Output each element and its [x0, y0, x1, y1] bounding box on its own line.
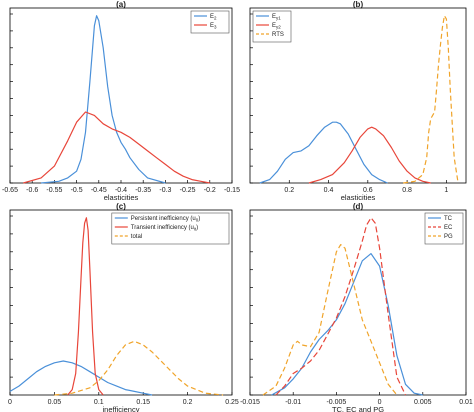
legend-entry: E2: [210, 14, 217, 21]
series-line-ec: [275, 217, 407, 396]
x-tick-label: 0: [8, 399, 12, 406]
legend-entry: RTS: [272, 32, 284, 38]
x-tick-label: -0.015: [240, 399, 260, 406]
series-line-persistentinefficiencyu0: [9, 360, 153, 396]
x-tick-label: 0.2: [183, 399, 193, 406]
x-tick-label: 0.4: [324, 187, 334, 194]
series-line-transientinefficiencyuit: [67, 217, 104, 396]
x-tick-label: -0.15: [224, 187, 240, 194]
legend-entry: PG: [444, 234, 453, 240]
legend-entry: Ey1: [272, 14, 281, 21]
plot-frame: [9, 209, 233, 396]
series-line-ey2: [308, 126, 431, 184]
x-tick-label: -0.01: [285, 399, 301, 406]
x-axis-label: elasticities: [341, 193, 376, 202]
x-tick-label: -0.55: [46, 187, 62, 194]
legend-entry: TC: [444, 216, 453, 222]
legend: TC EC PG: [424, 212, 464, 245]
legend-entry: EC: [444, 225, 453, 231]
x-axis-label: inefficiency: [103, 405, 140, 412]
panel-c: (c) 0 0.05 0.1 0.15 0.2 0.25 inefficiency Persis…: [8, 202, 239, 412]
panel-b: (b) 0.2 0.4 0.6 0.8 1 elasticities Ey1 Ey2 RTS: [249, 0, 467, 202]
x-tick-label: 0.05: [48, 399, 62, 406]
x-tick-label: 0.8: [402, 187, 412, 194]
x-tick-label: 0.15: [136, 399, 150, 406]
x-tick-label: 0.6: [363, 187, 373, 194]
panel-label: (a): [116, 0, 126, 9]
x-tick-label: -0.3: [159, 187, 171, 194]
x-tick-label: -0.6: [26, 187, 38, 194]
series-line-rts: [403, 15, 459, 184]
series-line-total: [54, 340, 224, 396]
x-tick-label: -0.65: [2, 187, 18, 194]
series-line-tc: [271, 253, 423, 396]
x-axis-label: TC, EC and PG: [332, 405, 384, 412]
x-tick-label: 0.005: [414, 399, 432, 406]
x-tick-label: 1: [444, 187, 448, 194]
x-axis-label: elasticities: [104, 193, 139, 202]
x-tick-label: -0.35: [135, 187, 151, 194]
legend-entry: E3: [210, 23, 217, 30]
x-tick-label: 0.1: [94, 399, 104, 406]
x-tick-label: 0.2: [284, 187, 294, 194]
plot-frame: [249, 7, 467, 184]
x-tick-label: -0.005: [326, 399, 346, 406]
x-tick-label: -0.4: [115, 187, 127, 194]
x-tick-label: 0: [378, 399, 382, 406]
series-line-ey1: [259, 121, 388, 184]
series-line-e2: [41, 15, 166, 184]
legend-entry: Transient inefficiency (uit): [131, 225, 198, 232]
panel-a: (a) -0.65 -0.6 -0.55 -0.5 -0.45 -0.4 -0.35 -0.3 -…: [2, 0, 240, 202]
x-tick-label: -0.5: [71, 187, 83, 194]
legend-box: [111, 212, 230, 245]
legend-entry: Ey2: [272, 23, 281, 30]
plot-frame: [9, 7, 233, 184]
plot-frame: [249, 209, 467, 396]
legend-entry: Persistent inefficiency (u0): [131, 216, 200, 223]
x-tick-label: 0.01: [459, 399, 473, 406]
legend: Ey1 Ey2 RTS: [252, 10, 292, 43]
series-line-pg: [262, 244, 398, 396]
panel-d: (d) -0.015 -0.01 -0.005 0 0.005 0.01 TC, EC and…: [240, 202, 473, 412]
legend: Persistent inefficiency (u0) Transient in…: [111, 212, 230, 245]
x-tick-label: -0.2: [204, 187, 216, 194]
legend-entry: total: [131, 234, 142, 240]
series-line-e3: [23, 111, 210, 184]
panel-label: (d): [353, 202, 364, 211]
panel-label: (b): [353, 0, 364, 9]
x-tick-label: -0.25: [180, 187, 196, 194]
panel-label: (c): [116, 202, 126, 211]
x-tick-label: -0.45: [91, 187, 107, 194]
x-tick-label: 0.25: [225, 399, 239, 406]
